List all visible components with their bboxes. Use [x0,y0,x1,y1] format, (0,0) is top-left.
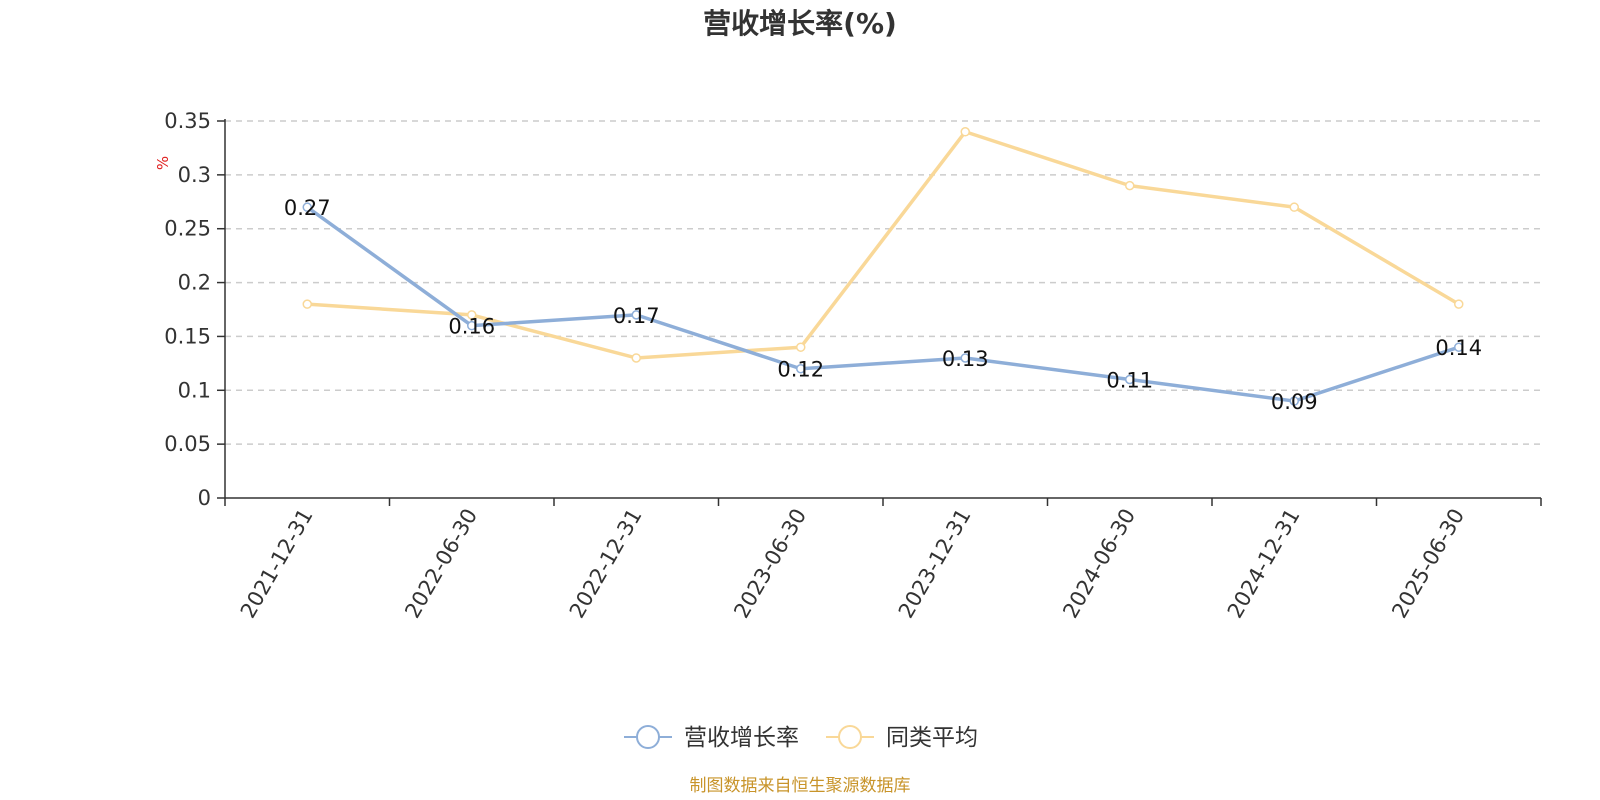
x-tick-label: 2023-06-30 [729,505,811,623]
series-lines [302,127,1464,406]
y-tick-label: 0.35 [164,109,211,133]
data-point[interactable] [960,353,970,363]
series-line [307,130,1460,360]
y-axis-unit-label: % [154,156,172,170]
y-tick-label: 0 [198,486,211,510]
data-point[interactable] [467,320,477,331]
data-labels: 0.27 0.16 0.17 0.12 0.13 0.11 0.09 0.14 [284,196,1482,414]
data-point[interactable] [631,310,641,320]
y-tick-label: 0.05 [164,432,211,456]
y-tick-label: 0.2 [178,271,211,295]
data-point[interactable] [1289,396,1299,406]
legend-label: 营收增长率 [684,725,799,751]
data-label: 0.27 [284,196,331,220]
data-label: 0.13 [942,347,989,371]
legend-item[interactable]: 营收增长率 [624,725,799,751]
data-point[interactable] [1289,202,1299,212]
x-tick-label: 2024-12-31 [1223,505,1305,623]
y-tick-label: 0.15 [164,324,211,348]
data-point[interactable] [1454,342,1464,352]
grid-lines [225,120,1541,445]
y-tick-label: 0.1 [178,378,211,402]
legend-item[interactable]: 同类平均 [826,725,978,751]
chart-title: 营收增长率(%) [703,7,897,40]
data-point[interactable] [1125,180,1135,191]
legend-label: 同类平均 [886,725,978,751]
x-tick-label: 2025-06-30 [1387,505,1469,623]
data-label: 0.14 [1435,336,1482,360]
x-tick-label: 2021-12-31 [236,505,318,623]
data-label: 0.11 [1106,369,1153,393]
y-tick-label: 0.3 [178,163,211,187]
data-point[interactable] [302,202,312,212]
x-tick-label: 2023-12-31 [894,505,976,623]
legend-marker [636,725,660,749]
data-point[interactable] [631,353,641,363]
legend[interactable]: 营收增长率 同类平均 [624,725,978,751]
data-label: 0.09 [1271,390,1318,414]
data-label: 0.17 [613,304,660,328]
data-label: 0.12 [777,358,824,382]
data-point[interactable] [1125,374,1135,385]
x-tick-label: 2024-06-30 [1058,505,1140,623]
data-point[interactable] [796,363,806,374]
data-point[interactable] [467,310,477,320]
source-note: 制图数据来自恒生聚源数据库 [690,776,911,796]
data-point[interactable] [796,342,806,352]
legend-marker [838,725,862,749]
x-tick-label: 2022-06-30 [400,505,482,623]
data-point[interactable] [1454,299,1464,309]
series-line [306,205,1460,403]
data-point[interactable] [302,299,312,309]
data-label: 0.16 [448,315,495,339]
data-point[interactable] [960,127,970,137]
y-tick-label: 0.25 [164,217,211,241]
x-tick-label: 2022-12-31 [565,505,647,623]
